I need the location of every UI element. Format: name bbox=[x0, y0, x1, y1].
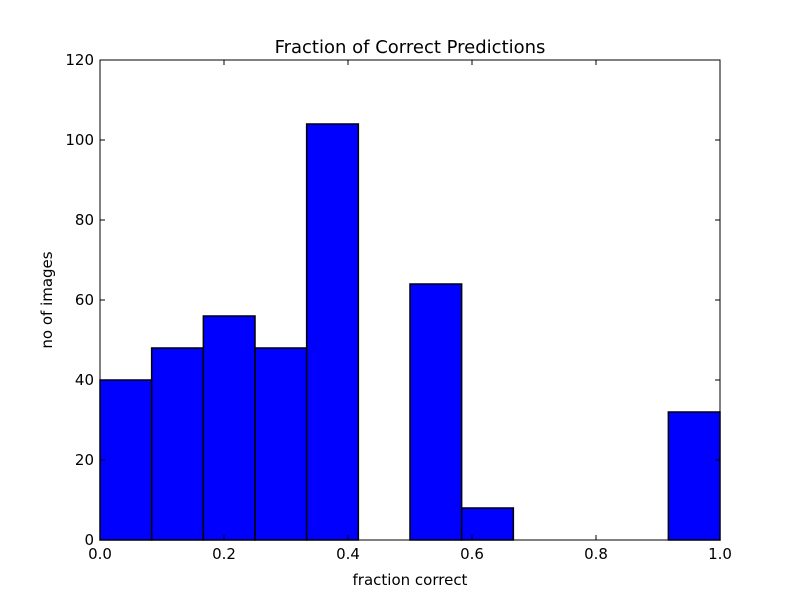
histogram-bar bbox=[667, 411, 721, 541]
y-tick-label: 120 bbox=[65, 51, 94, 69]
ticks-group: 0.0 0.2 0.4 0.6 0.8 1.0 0 20 40 60 80 100 120 bbox=[65, 51, 732, 563]
x-tick-label: 0.4 bbox=[336, 545, 360, 563]
histogram-bar bbox=[99, 379, 153, 541]
y-tick-label: 40 bbox=[75, 371, 94, 389]
x-tick-label: 0.6 bbox=[460, 545, 484, 563]
plot-frame bbox=[99, 59, 721, 541]
histogram-bar bbox=[150, 347, 205, 541]
y-tick-label: 20 bbox=[75, 451, 94, 469]
y-tick-label: 60 bbox=[75, 291, 94, 309]
chart-title: Fraction of Correct Predictions bbox=[275, 37, 546, 58]
y-tick-label: 100 bbox=[65, 131, 94, 149]
histogram-bar bbox=[202, 315, 256, 541]
x-tick-label: 0.0 bbox=[88, 545, 112, 563]
x-tick-label: 1.0 bbox=[708, 545, 732, 563]
histogram-bar bbox=[460, 507, 515, 541]
x-tick-label: 0.8 bbox=[584, 545, 608, 563]
y-tick-label: 80 bbox=[75, 211, 94, 229]
histogram-bar bbox=[254, 347, 308, 541]
x-tick-label: 0.2 bbox=[212, 545, 236, 563]
y-tick-label: 0 bbox=[84, 531, 94, 549]
histogram-bar bbox=[409, 283, 463, 541]
y-axis-label: no of images bbox=[38, 251, 56, 348]
x-axis-label: fraction correct bbox=[353, 571, 468, 589]
histogram-bar bbox=[305, 123, 360, 541]
bars-group bbox=[99, 123, 721, 541]
